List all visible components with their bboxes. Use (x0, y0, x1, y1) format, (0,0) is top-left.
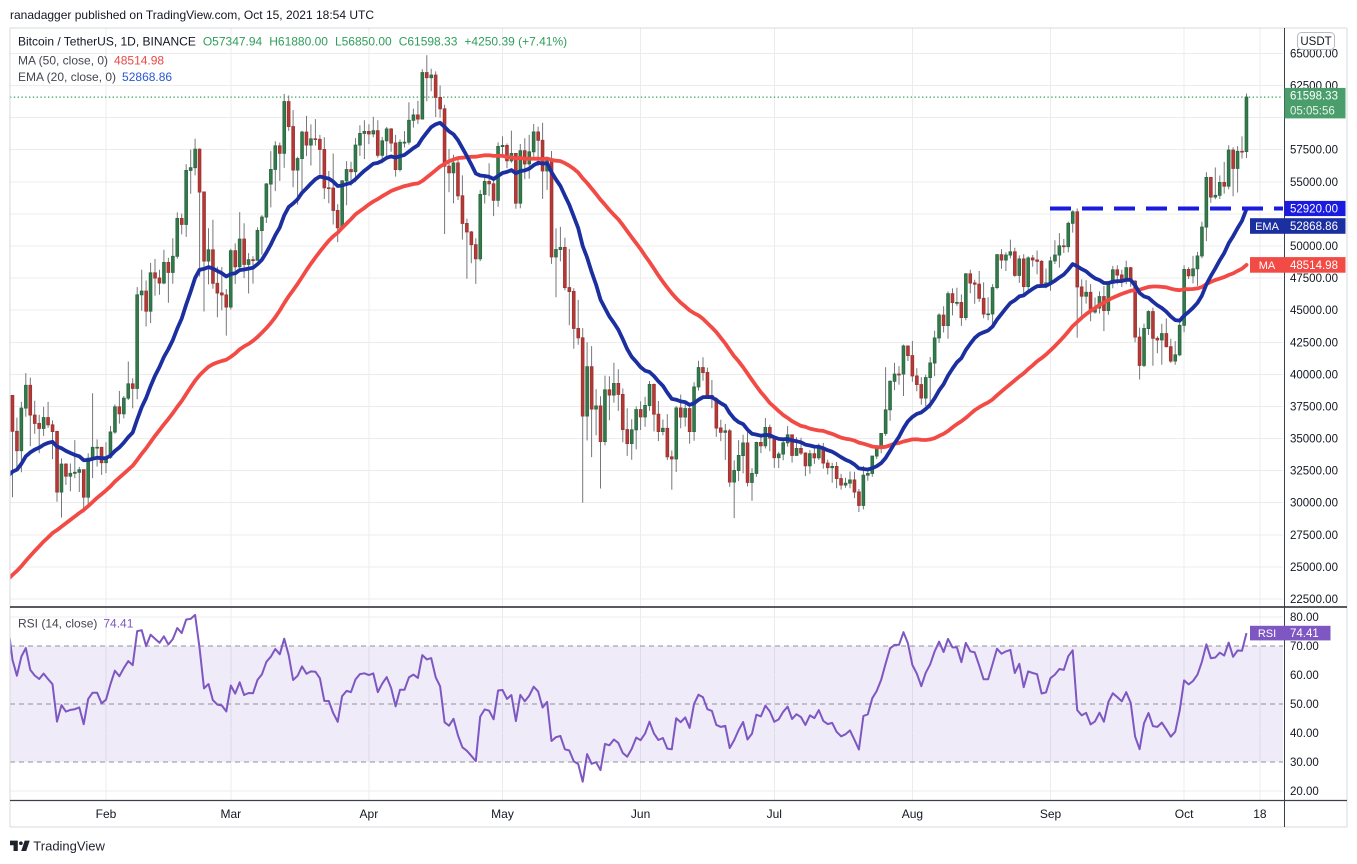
svg-text:Aug: Aug (902, 807, 923, 821)
svg-text:RSI (14, close)74.41: RSI (14, close) 74.41 (18, 617, 134, 631)
svg-text:27500.00: 27500.00 (1290, 530, 1338, 542)
svg-text:52868.86: 52868.86 (1290, 221, 1338, 233)
svg-text:74.41: 74.41 (1290, 628, 1319, 640)
svg-text:USDT: USDT (1300, 36, 1331, 48)
svg-text:Sep: Sep (1040, 807, 1062, 821)
svg-text:40.00: 40.00 (1290, 728, 1319, 740)
svg-text:30000.00: 30000.00 (1290, 498, 1338, 510)
svg-text:32500.00: 32500.00 (1290, 466, 1338, 478)
svg-text:55000.00: 55000.00 (1290, 177, 1338, 189)
svg-text:May: May (491, 807, 514, 821)
svg-text:Jun: Jun (631, 807, 650, 821)
svg-text:37500.00: 37500.00 (1290, 401, 1338, 413)
svg-text:70.00: 70.00 (1290, 641, 1319, 653)
svg-text:80.00: 80.00 (1290, 612, 1319, 624)
svg-text:60.00: 60.00 (1290, 670, 1319, 682)
svg-text:45000.00: 45000.00 (1290, 305, 1338, 317)
svg-text:52920.00: 52920.00 (1290, 204, 1338, 216)
svg-text:Mar: Mar (220, 807, 241, 821)
svg-text:Bitcoin / TetherUS, 1D, BINANC: Bitcoin / TetherUS, 1D, BINANCE O57347.94… (18, 35, 567, 49)
svg-text:18: 18 (1253, 807, 1267, 821)
svg-text:MA: MA (1259, 260, 1276, 272)
svg-text:48514.98: 48514.98 (1290, 260, 1338, 272)
svg-text:05:05:56: 05:05:56 (1290, 106, 1335, 118)
svg-text:RSI: RSI (1258, 628, 1276, 640)
svg-text:EMA: EMA (1255, 221, 1280, 233)
svg-text:TradingView: TradingView (33, 839, 105, 854)
svg-text:ranadagger published on Tradin: ranadagger published on TradingView.com,… (10, 8, 374, 22)
svg-text:57500.00: 57500.00 (1290, 145, 1338, 157)
svg-text:47500.00: 47500.00 (1290, 273, 1338, 285)
svg-text:EMA (20, close, 0)52868.86: EMA (20, close, 0) 52868.86 (18, 70, 172, 84)
svg-text:50.00: 50.00 (1290, 699, 1319, 711)
svg-text:25000.00: 25000.00 (1290, 562, 1338, 574)
svg-text:22500.00: 22500.00 (1290, 594, 1338, 606)
svg-text:20.00: 20.00 (1290, 786, 1319, 798)
svg-text:40000.00: 40000.00 (1290, 369, 1338, 381)
svg-text:42500.00: 42500.00 (1290, 337, 1338, 349)
svg-text:50000.00: 50000.00 (1290, 241, 1338, 253)
svg-text:Apr: Apr (360, 807, 379, 821)
svg-text:Feb: Feb (96, 807, 117, 821)
svg-text:35000.00: 35000.00 (1290, 434, 1338, 446)
svg-text:61598.33: 61598.33 (1290, 91, 1338, 103)
svg-text:Oct: Oct (1175, 807, 1194, 821)
svg-text:MA (50, close, 0)48514.98: MA (50, close, 0) 48514.98 (18, 54, 164, 68)
svg-text:30.00: 30.00 (1290, 757, 1319, 769)
svg-text:65000.00: 65000.00 (1290, 48, 1338, 60)
svg-text:Jul: Jul (767, 807, 782, 821)
